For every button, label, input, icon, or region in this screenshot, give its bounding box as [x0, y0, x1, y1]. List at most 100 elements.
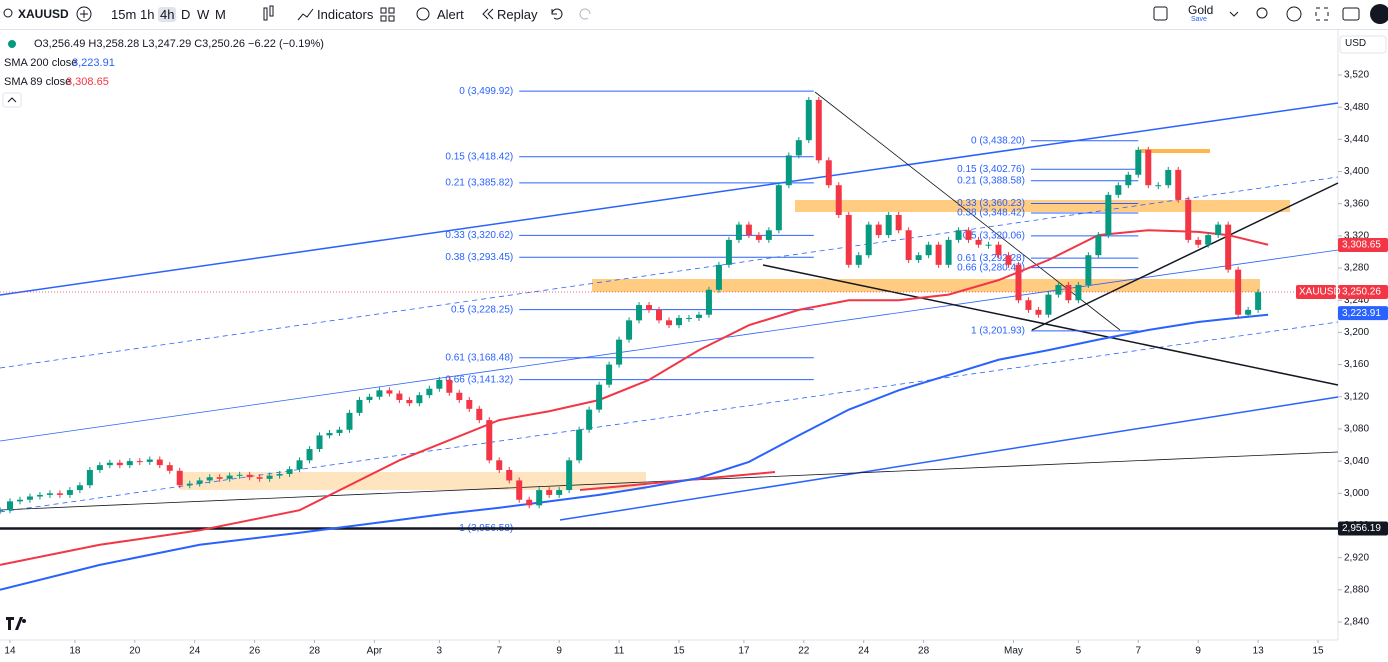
y-tick-label: 3,080 [1344, 424, 1369, 435]
candle [1135, 149, 1142, 175]
y-tick-label: 3,280 [1344, 263, 1369, 274]
candle [76, 485, 83, 491]
candle [196, 480, 203, 484]
candle [1095, 235, 1102, 256]
candle [116, 462, 123, 466]
candle [1105, 194, 1112, 236]
candle [666, 320, 672, 326]
candle [805, 99, 812, 141]
sma89-name[interactable]: SMA 89 close [4, 76, 72, 88]
symbol[interactable]: XAUUSD [18, 7, 69, 21]
logo-mark [6, 617, 23, 630]
y-tick-label: 3,440 [1344, 134, 1369, 145]
y-tick-label: 3,360 [1344, 198, 1369, 209]
candle [466, 399, 473, 409]
candle [905, 230, 912, 261]
x-tick-label: 9 [1195, 646, 1201, 657]
currency[interactable]: USD [1345, 38, 1367, 49]
candle [506, 469, 513, 481]
candle [526, 499, 533, 506]
x-tick-label: 15 [1312, 646, 1324, 657]
candle [436, 379, 443, 389]
zone [1140, 149, 1210, 153]
candle [136, 461, 143, 463]
y-tick-label: 3,480 [1344, 102, 1369, 113]
replay-button[interactable]: Replay [497, 7, 538, 22]
price-badge-label: 2,956.19 [1342, 523, 1381, 534]
trend-line [1031, 182, 1339, 331]
candle [66, 490, 73, 495]
y-tick-label: 3,040 [1344, 456, 1369, 467]
fib-label: 0.38 (3,293.45) [445, 252, 513, 263]
candle [685, 317, 692, 319]
candle [1085, 255, 1092, 285]
x-tick-label: 28 [918, 646, 930, 657]
fib-label: 1 (3,201.93) [971, 325, 1025, 336]
interval[interactable]: 1h [140, 7, 155, 22]
x-tick-label: 3 [437, 646, 443, 657]
candle [366, 396, 373, 400]
candle [985, 244, 992, 246]
candle [1065, 284, 1072, 301]
interval[interactable]: W [197, 7, 210, 22]
status-dot [8, 40, 16, 48]
trend-line [762, 264, 1339, 386]
sma200-line [0, 313, 1269, 591]
candle [576, 429, 583, 461]
candle [865, 224, 872, 256]
candle [1045, 294, 1052, 315]
candle [416, 395, 423, 404]
candle [975, 239, 982, 245]
candle [276, 473, 283, 476]
candle [955, 230, 962, 240]
candle [0, 510, 3, 512]
interval[interactable]: 15m [111, 7, 137, 22]
candle [715, 264, 722, 290]
toolbar: XAUUSD 15m 1h 4h D W M Indicators Alert … [0, 0, 1388, 30]
candle [46, 493, 53, 495]
candle [206, 477, 213, 481]
candle [875, 224, 882, 236]
interval[interactable]: 4h [158, 7, 177, 22]
y-tick-label: 2,880 [1344, 584, 1369, 595]
candle [815, 99, 822, 161]
x-tick-label: 20 [129, 646, 141, 657]
candle [246, 474, 253, 478]
candle [675, 317, 682, 326]
candle [656, 309, 663, 321]
candle [106, 462, 113, 466]
alert-button[interactable]: Alert [437, 7, 464, 22]
candle [476, 408, 483, 421]
y-tick-label: 3,320 [1344, 231, 1369, 242]
sma200-name[interactable]: SMA 200 close [4, 57, 78, 69]
price-badge-label: 3,308.65 [1342, 240, 1381, 251]
candle [326, 432, 333, 436]
save-label[interactable]: Save [1191, 16, 1207, 23]
interval[interactable]: M [215, 7, 226, 22]
interval[interactable]: D [181, 7, 191, 22]
candle [705, 289, 712, 315]
candle [1015, 264, 1022, 301]
candle [745, 224, 752, 236]
candle [885, 214, 892, 236]
candle [1155, 185, 1162, 187]
y-tick-label: 3,120 [1344, 391, 1369, 402]
layout-name[interactable]: Gold [1188, 3, 1214, 17]
x-tick-label: 14 [4, 646, 16, 657]
candle [1185, 199, 1192, 240]
price-badge [1338, 238, 1388, 253]
candle [845, 214, 852, 265]
candle [1075, 284, 1082, 301]
candle [296, 460, 303, 470]
y-tick-label: 3,200 [1344, 327, 1369, 338]
candle [1245, 309, 1252, 315]
demand-zone [592, 279, 1260, 292]
fib-label: 0.15 (3,402.76) [957, 164, 1025, 175]
candle [96, 465, 103, 470]
collapse-button[interactable] [2, 92, 22, 108]
candle [1255, 292, 1262, 310]
sma89-value: 3,308.65 [66, 76, 109, 88]
indicators-button[interactable]: Indicators [317, 7, 374, 22]
candle [216, 477, 223, 479]
y-tick-label: 2,840 [1344, 617, 1369, 628]
